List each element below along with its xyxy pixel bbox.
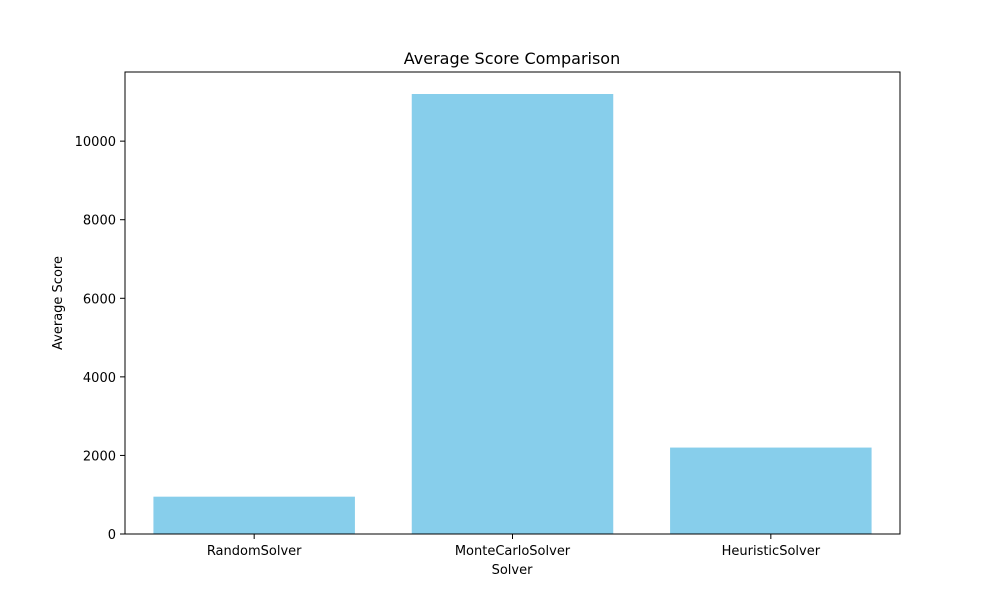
y-tick-label: 2000 xyxy=(83,449,116,464)
y-axis-label: Average Score xyxy=(51,256,66,350)
y-tick-label: 0 xyxy=(108,528,116,543)
chart-title: Average Score Comparison xyxy=(404,49,620,68)
bar-RandomSolver xyxy=(153,496,355,534)
x-tick-label: HeuristicSolver xyxy=(722,544,821,559)
bar-MonteCarloSolver xyxy=(411,94,614,534)
plot-frame xyxy=(124,71,901,535)
y-tick-label: 6000 xyxy=(83,292,116,307)
y-tick-label: 10000 xyxy=(75,135,116,150)
x-tick-label: RandomSolver xyxy=(207,544,302,559)
y-tick-label: 4000 xyxy=(83,371,116,386)
ticks-layer: RandomSolver MonteCarloSolver HeuristicSol… xyxy=(75,135,821,559)
bar-HeuristicSolver xyxy=(670,447,872,534)
x-tick-label: MonteCarloSolver xyxy=(455,544,571,559)
bars-layer xyxy=(153,94,872,534)
y-tick-label: 8000 xyxy=(83,214,116,229)
x-axis-label: Solver xyxy=(492,563,534,578)
